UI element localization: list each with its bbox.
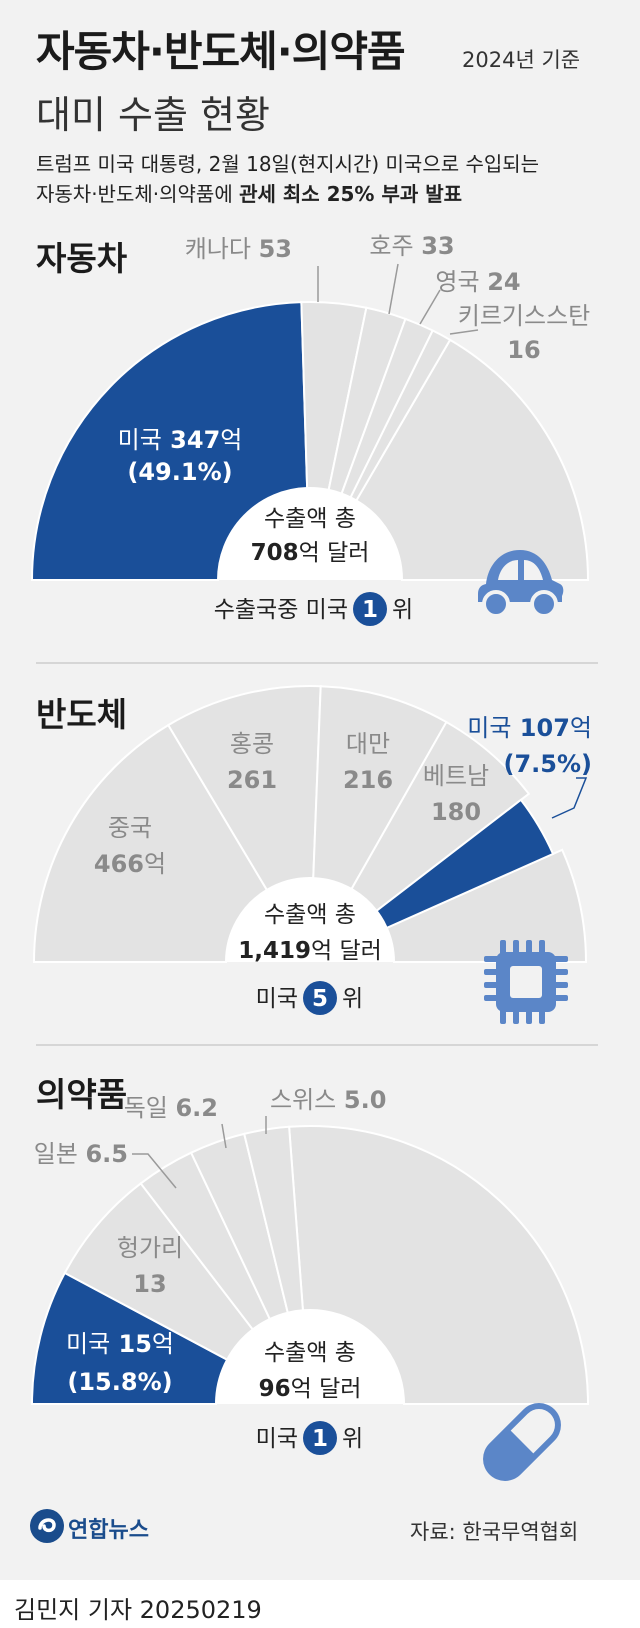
chart-1-label-name-4: 미국 107억	[467, 714, 592, 742]
chart-2-label-4: 스위스 5.0	[270, 1086, 386, 1114]
chart-0-label-value-0: (49.1%)	[127, 458, 232, 486]
chart-2-group	[30, 1125, 590, 1405]
section-title-car: 자동차	[36, 239, 128, 278]
chart-0-total-label: 수출액 총	[264, 506, 356, 532]
section-divider-1	[36, 662, 598, 664]
basis-year: 2024년 기준	[462, 48, 581, 72]
chart-1-rank-value: 5	[312, 986, 328, 1012]
chart-1-label-name-3: 베트남	[423, 762, 489, 790]
chart-2-center-hole	[216, 1310, 404, 1404]
chart-1-total-value: 1,419억 달러	[238, 938, 382, 964]
chart-1-label-value-1: 261	[227, 766, 277, 794]
chart-1-label-name-2: 대만	[346, 730, 390, 758]
lead-line-1: 트럼프 미국 대통령, 2월 18일(현지시간) 미국으로 수입되는	[36, 152, 540, 176]
chart-2-rank-value: 1	[312, 1426, 328, 1452]
chart-0-center-hole	[218, 488, 402, 580]
chart-0-rank-value: 1	[362, 597, 378, 623]
chart-1-rank-suffix: 위	[342, 986, 363, 1012]
chart-2-label-value-0: (15.8%)	[67, 1368, 172, 1396]
section-divider-2	[36, 1044, 598, 1046]
chart-2-total-value: 96억 달러	[259, 1376, 362, 1402]
chart-0-label-name-4: 키르기스스탄	[458, 302, 590, 330]
lead-line-2-bold: 관세 최소 25% 부과 발표	[239, 182, 463, 206]
chart-1-rank-badge	[303, 981, 337, 1015]
lead-line-2-plain: 자동차·반도체·의약품에	[36, 182, 240, 206]
chart-1-rank-prefix: 미국	[256, 986, 298, 1012]
chart-2-label-name-1: 헝가리	[117, 1234, 183, 1262]
section-title-chip: 반도체	[36, 695, 128, 734]
chart-0-total-value: 708억 달러	[251, 540, 370, 566]
chart-1-label-name-0: 중국	[108, 814, 152, 842]
yonhap-logo-text: 연합뉴스	[68, 1518, 149, 1543]
chart-0-label-2: 호주 33	[369, 232, 454, 260]
chart-2-label-2: 일본 6.5	[34, 1140, 128, 1168]
chart-1-center-hole	[226, 878, 394, 962]
yonhap-logo-icon	[30, 1509, 64, 1543]
chart-1-label-value-3: 180	[431, 798, 481, 826]
chart-1-label-name-1: 홍콩	[230, 730, 274, 758]
chart-0-label-value-4: 16	[507, 336, 540, 364]
chart-0-leader-3	[419, 289, 441, 325]
pill-icon	[483, 1403, 561, 1481]
chart-0-leader-2	[388, 263, 399, 315]
chart-0-label-name-0: 미국 347억	[118, 426, 243, 454]
chart-0-group	[30, 301, 590, 581]
chart-2-total-label: 수출액 총	[264, 1340, 356, 1366]
data-source: 자료: 한국무역협회	[410, 1520, 579, 1544]
chart-1-group	[32, 685, 588, 963]
section-title-pharma: 의약품	[36, 1075, 128, 1114]
byline: 김민지 기자 20250219	[14, 1596, 262, 1624]
chart-0-label-3: 영국 24	[435, 268, 520, 296]
chart-0-rank-prefix: 수출국중 미국	[214, 597, 348, 623]
chart-2-rank-suffix: 위	[342, 1426, 363, 1452]
chart-1-label-value-0: 466억	[94, 850, 166, 878]
main-subtitle: 대미 수출 현황	[36, 93, 270, 137]
chart-2-label-name-0: 미국 15억	[66, 1330, 174, 1358]
chart-2-leader-3	[221, 1123, 227, 1149]
car-icon	[478, 550, 564, 618]
chart-2-label-3: 독일 6.2	[124, 1094, 218, 1122]
chart-1-leader-4	[551, 777, 588, 819]
chart-0-rank-badge	[353, 592, 387, 626]
lead-line-2: 자동차·반도체·의약품에 관세 최소 25% 부과 발표	[36, 178, 462, 207]
chart-0-rank-suffix: 위	[392, 597, 413, 623]
chart-2-rank-prefix: 미국	[256, 1426, 298, 1452]
chart-1-label-value-2: 216	[343, 766, 393, 794]
chart-2-leader-2	[132, 1153, 177, 1189]
chart-1-total-label: 수출액 총	[264, 902, 356, 928]
main-title: 자동차·반도체·의약품	[36, 27, 406, 76]
chart-1-label-value-4: (7.5%)	[504, 750, 593, 778]
chart-0-label-1: 캐나다 53	[185, 235, 292, 263]
chart-2-slice-4	[243, 1125, 305, 1314]
chart-0-leader-4	[449, 329, 479, 335]
chart-2-label-value-1: 13	[133, 1270, 166, 1298]
chip-icon	[484, 940, 568, 1024]
chart-2-rank-badge	[303, 1421, 337, 1455]
